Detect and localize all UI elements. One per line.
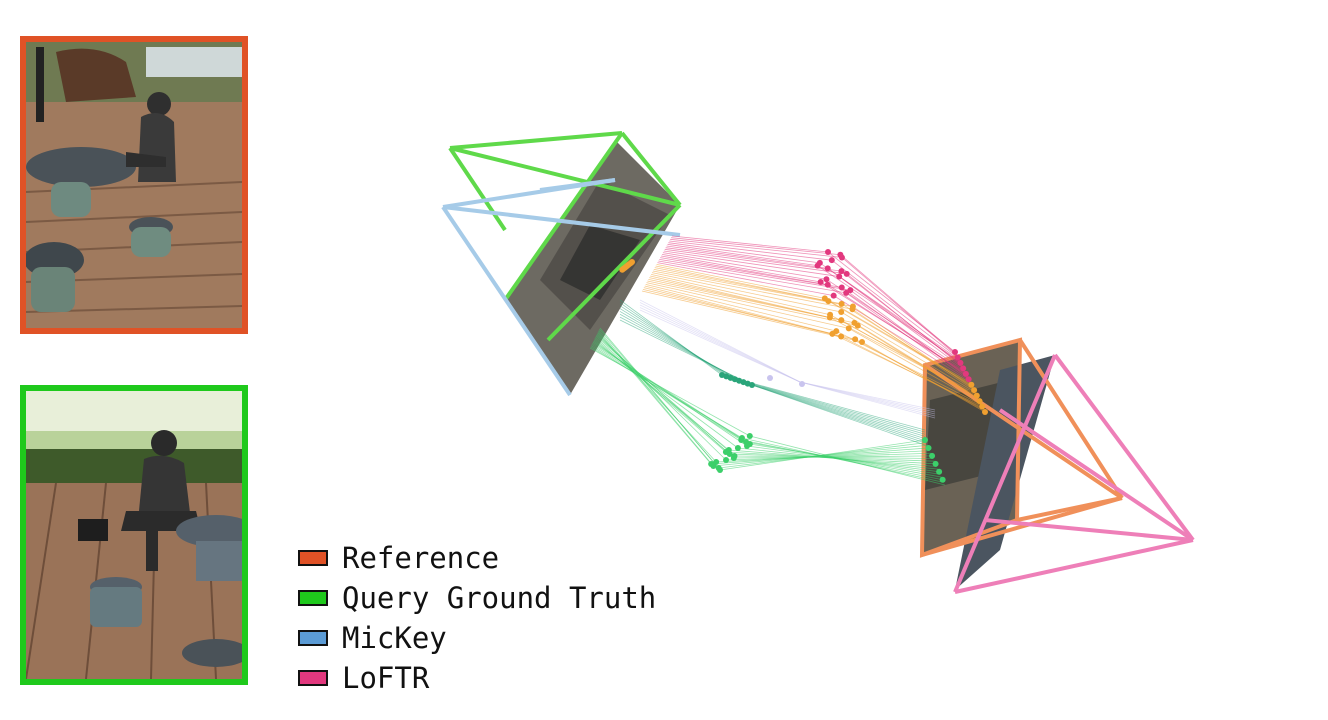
- mickey-camera: [441, 178, 681, 397]
- legend-label: Reference: [342, 541, 500, 575]
- legend-label: MicKey: [342, 621, 447, 655]
- legend-label: LoFTR: [342, 661, 430, 695]
- legend-swatch-query-ground-truth: [298, 590, 328, 606]
- legend-item-loftr: LoFTR: [298, 658, 668, 698]
- legend: Reference Query Ground Truth MicKey LoFT…: [298, 538, 668, 698]
- correspondence-lines: [589, 235, 986, 486]
- legend-item-query-ground-truth: Query Ground Truth: [298, 578, 668, 618]
- legend-swatch-reference: [298, 550, 328, 566]
- query-image: [20, 385, 248, 685]
- reference-image: [20, 36, 248, 334]
- statue-scene-photo-icon: [26, 391, 242, 679]
- loftr-camera: [953, 353, 1195, 594]
- correspondence-points: [619, 249, 988, 483]
- statue-scene-photo-icon: [26, 42, 242, 328]
- reference-camera: [919, 337, 1124, 558]
- legend-item-mickey: MicKey: [298, 618, 668, 658]
- legend-item-reference: Reference: [298, 538, 668, 578]
- query-ground-truth-camera: [448, 131, 682, 342]
- legend-swatch-loftr: [298, 670, 328, 686]
- legend-swatch-mickey: [298, 630, 328, 646]
- legend-label: Query Ground Truth: [342, 581, 657, 615]
